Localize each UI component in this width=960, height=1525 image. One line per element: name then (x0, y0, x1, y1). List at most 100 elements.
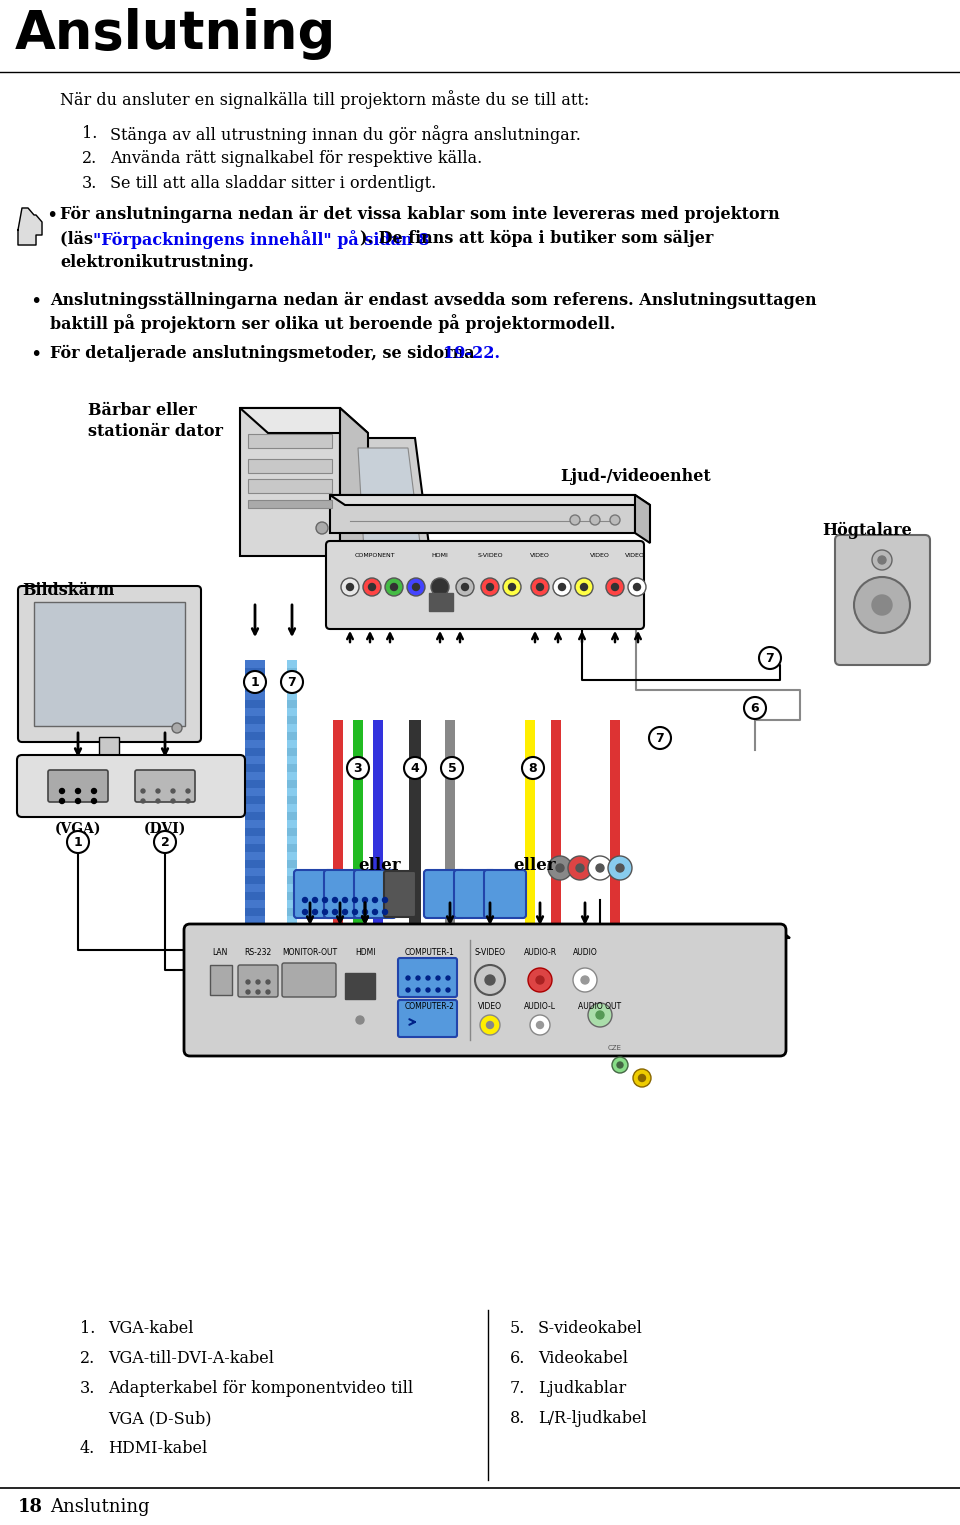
Bar (409, 824, 421, 833)
Circle shape (186, 788, 190, 793)
Text: 7: 7 (656, 732, 664, 744)
Circle shape (446, 988, 450, 991)
Circle shape (156, 788, 160, 793)
Text: Högtalare: Högtalare (822, 522, 912, 540)
Bar (445, 752, 455, 759)
Circle shape (171, 799, 175, 804)
Bar (610, 769, 620, 776)
Bar (551, 897, 561, 904)
Bar (353, 880, 363, 888)
Bar (373, 791, 383, 801)
Bar (525, 759, 535, 769)
Text: Bildskärm: Bildskärm (22, 583, 114, 599)
Text: VGA (D-Sub): VGA (D-Sub) (108, 1411, 211, 1427)
Bar (333, 920, 343, 929)
Circle shape (431, 578, 449, 596)
Bar (635, 872, 645, 880)
Circle shape (91, 799, 97, 804)
Bar (333, 904, 343, 912)
Text: 19-22.: 19-22. (443, 345, 500, 361)
Bar (551, 920, 561, 929)
Bar (610, 759, 620, 769)
Bar (287, 740, 297, 747)
Bar (409, 929, 421, 936)
Bar (245, 764, 265, 772)
Bar (287, 747, 297, 756)
Circle shape (404, 756, 426, 779)
Bar (525, 920, 535, 929)
Bar (525, 904, 535, 912)
Bar (445, 865, 455, 872)
Text: COMPUTER-2: COMPUTER-2 (405, 1002, 455, 1011)
Bar (445, 720, 455, 727)
Circle shape (416, 976, 420, 981)
Text: 5: 5 (447, 761, 456, 775)
Bar (445, 791, 455, 801)
Bar (610, 784, 620, 791)
FancyBboxPatch shape (294, 869, 336, 918)
Bar (635, 769, 645, 776)
Bar (610, 720, 620, 727)
Bar (551, 801, 561, 808)
Bar (353, 776, 363, 784)
Bar (577, 920, 587, 929)
Text: HDMI-kabel: HDMI-kabel (108, 1440, 207, 1456)
Text: "Förpackningens innehåll" på sidan 8: "Förpackningens innehåll" på sidan 8 (93, 230, 429, 249)
FancyBboxPatch shape (354, 869, 396, 918)
Circle shape (588, 1003, 612, 1026)
Polygon shape (340, 409, 368, 581)
Bar (245, 907, 265, 917)
Text: VIDEO: VIDEO (530, 554, 550, 558)
Bar (525, 856, 535, 865)
Bar (635, 744, 645, 752)
Bar (245, 668, 265, 676)
Bar (248, 435, 332, 448)
Circle shape (266, 990, 270, 994)
Bar (445, 872, 455, 880)
Text: ). De finns att köpa i butiker som säljer: ). De finns att köpa i butiker som sälje… (360, 230, 713, 247)
Text: 1.: 1. (82, 125, 97, 142)
Bar (353, 856, 363, 865)
Circle shape (426, 988, 430, 991)
Text: COMPUTER-1: COMPUTER-1 (405, 949, 455, 958)
Circle shape (530, 1016, 550, 1035)
Bar (445, 912, 455, 920)
Bar (287, 900, 297, 907)
Bar (245, 828, 265, 836)
Bar (245, 700, 265, 708)
Bar (373, 929, 383, 936)
Bar (551, 816, 561, 824)
Bar (525, 791, 535, 801)
Circle shape (559, 584, 565, 590)
Bar (577, 737, 587, 744)
Bar (373, 880, 383, 888)
FancyBboxPatch shape (135, 770, 195, 802)
Bar (525, 769, 535, 776)
Polygon shape (190, 930, 790, 938)
FancyBboxPatch shape (424, 869, 466, 918)
FancyBboxPatch shape (484, 869, 526, 918)
Text: Bärbar eller
stationär dator: Bärbar eller stationär dator (88, 403, 223, 439)
Bar (373, 784, 383, 791)
Bar (445, 848, 455, 856)
Circle shape (481, 578, 499, 596)
Circle shape (878, 557, 886, 564)
Bar (635, 816, 645, 824)
Circle shape (244, 671, 266, 692)
Bar (245, 860, 265, 868)
Bar (445, 888, 455, 897)
Text: AUDIO OUT: AUDIO OUT (579, 1002, 621, 1011)
Bar (525, 888, 535, 897)
Text: 4.: 4. (80, 1440, 95, 1456)
Bar (373, 912, 383, 920)
Bar (373, 840, 383, 848)
Circle shape (172, 723, 182, 734)
Circle shape (281, 671, 303, 692)
Circle shape (608, 856, 632, 880)
Bar (610, 801, 620, 808)
Bar (577, 720, 587, 727)
Bar (373, 769, 383, 776)
Circle shape (596, 865, 604, 872)
Bar (373, 872, 383, 880)
FancyBboxPatch shape (282, 962, 336, 997)
